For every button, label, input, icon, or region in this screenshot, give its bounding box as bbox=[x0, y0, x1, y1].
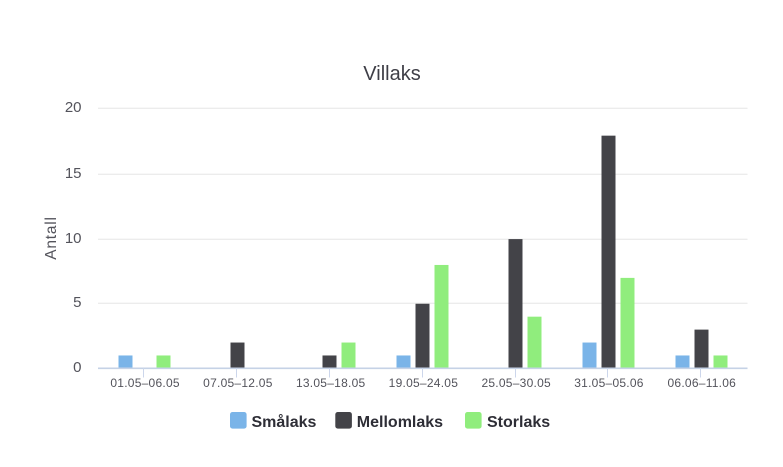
svg-text:Villaks: Villaks bbox=[363, 63, 420, 85]
svg-text:5: 5 bbox=[73, 294, 81, 311]
svg-text:Smålaks: Smålaks bbox=[252, 413, 317, 431]
svg-text:13.05–18.05: 13.05–18.05 bbox=[296, 376, 366, 390]
svg-text:10: 10 bbox=[65, 230, 82, 247]
svg-text:0: 0 bbox=[73, 359, 81, 376]
svg-text:07.05–12.05: 07.05–12.05 bbox=[203, 376, 273, 390]
svg-text:19.05–24.05: 19.05–24.05 bbox=[389, 376, 459, 390]
svg-text:Storlaks: Storlaks bbox=[487, 414, 550, 431]
svg-text:01.05–06.05: 01.05–06.05 bbox=[110, 376, 180, 390]
svg-text:31.05–05.06: 31.05–05.06 bbox=[574, 376, 644, 390]
svg-text:20: 20 bbox=[65, 99, 82, 116]
svg-text:Antall: Antall bbox=[43, 216, 60, 260]
svg-text:15: 15 bbox=[65, 165, 82, 182]
svg-text:Mellomlaks: Mellomlaks bbox=[357, 414, 443, 431]
svg-text:06.06–11.06: 06.06–11.06 bbox=[668, 376, 737, 390]
svg-text:25.05–30.05: 25.05–30.05 bbox=[481, 376, 551, 390]
